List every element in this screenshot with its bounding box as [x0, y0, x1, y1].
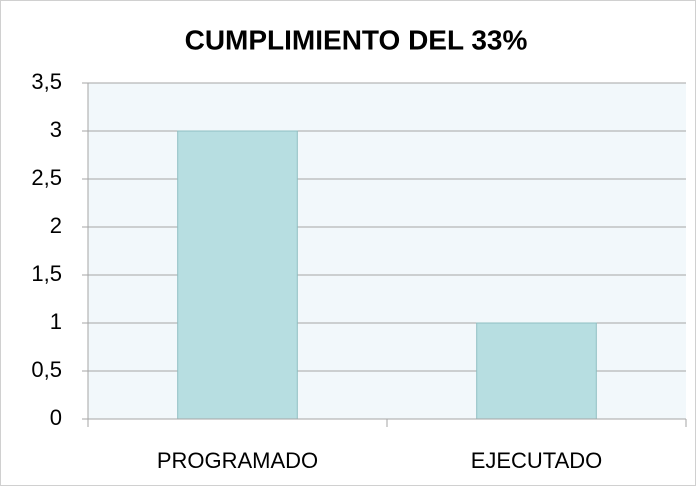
y-tick-label: 2	[50, 213, 62, 238]
bar	[476, 322, 597, 420]
y-tick-label: 3	[50, 117, 62, 142]
y-tick-label: 2,5	[31, 165, 62, 190]
y-tick-label: 1,5	[31, 261, 62, 286]
y-tick-label: 0,5	[31, 357, 62, 382]
x-tick-label: PROGRAMADO	[157, 448, 318, 473]
bar	[177, 130, 298, 420]
y-tick-label: 1	[50, 309, 62, 334]
chart-title: CUMPLIMIENTO DEL 33%	[185, 24, 528, 55]
x-tick-label: EJECUTADO	[471, 448, 603, 473]
y-tick-label: 0	[50, 405, 62, 430]
y-tick-label: 3,5	[31, 69, 62, 94]
